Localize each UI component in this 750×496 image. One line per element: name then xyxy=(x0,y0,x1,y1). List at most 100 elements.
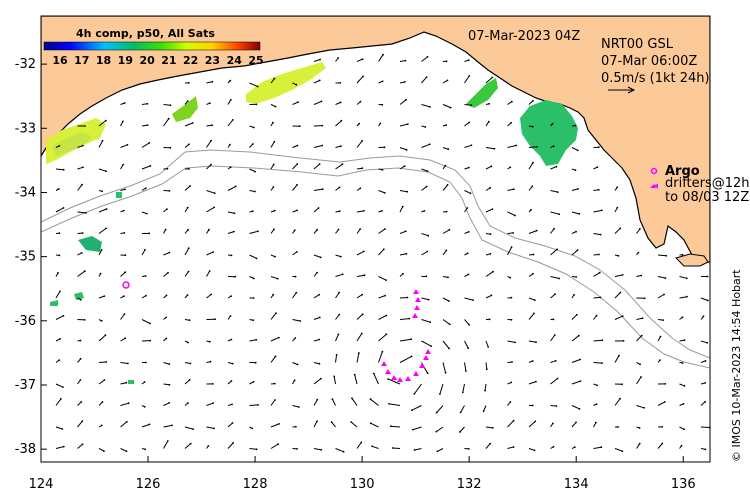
current-vector xyxy=(206,164,212,170)
current-vector xyxy=(464,122,470,127)
current-vector xyxy=(485,426,493,429)
current-vector xyxy=(313,294,320,299)
current-vector-head xyxy=(166,167,169,170)
current-vector-head xyxy=(255,338,258,341)
current-vector-head xyxy=(59,290,61,293)
current-vector-head xyxy=(533,449,536,452)
current-vector-head xyxy=(254,361,257,364)
current-vector-head xyxy=(444,164,447,167)
current-vector-head xyxy=(489,442,492,445)
current-vector xyxy=(163,104,171,106)
current-vector-head xyxy=(104,334,107,337)
current-vector xyxy=(55,398,62,406)
current-vector-head xyxy=(467,448,470,450)
current-vector-head xyxy=(296,209,298,212)
current-vector-head xyxy=(277,336,280,339)
current-vector xyxy=(206,124,213,127)
current-vector-head xyxy=(335,353,338,356)
current-vector-head xyxy=(165,316,168,319)
current-vector xyxy=(206,190,215,194)
current-vector-head xyxy=(702,315,705,318)
current-vector xyxy=(313,254,321,258)
current-vector-head xyxy=(427,298,430,301)
current-vector-head xyxy=(168,363,171,365)
current-vector-head xyxy=(404,230,407,233)
current-vector-head xyxy=(532,99,534,102)
current-vector xyxy=(378,315,387,320)
current-vector xyxy=(528,421,536,428)
current-vector-head xyxy=(320,449,323,451)
current-vector-head xyxy=(213,192,216,195)
argo-legend-icon xyxy=(650,167,658,175)
current-vector xyxy=(550,211,560,215)
current-vector-head xyxy=(145,294,147,297)
current-vector-head xyxy=(663,293,665,296)
current-vector xyxy=(98,334,106,342)
current-vector xyxy=(55,383,64,388)
current-vector-head xyxy=(445,60,448,63)
lat-tick-label: -35 xyxy=(15,250,36,265)
current-vector xyxy=(270,312,277,320)
current-vector-head xyxy=(293,229,296,232)
current-vector xyxy=(399,253,407,256)
current-vector xyxy=(442,319,450,325)
current-vector xyxy=(571,211,580,215)
current-vector-head xyxy=(331,398,334,400)
current-vector xyxy=(77,420,83,428)
current-vector-head xyxy=(459,411,462,414)
current-vector-head xyxy=(510,100,513,103)
current-vector xyxy=(459,426,465,433)
current-vector xyxy=(464,190,471,194)
current-vector-head xyxy=(340,119,343,122)
current-vector-head xyxy=(514,341,516,344)
current-vector xyxy=(507,340,516,343)
current-vector-head xyxy=(361,293,364,296)
current-vector-head xyxy=(530,208,532,211)
current-vector-head xyxy=(381,103,384,106)
current-vector-head xyxy=(127,402,130,405)
current-vector-head xyxy=(276,277,279,280)
current-vector xyxy=(120,402,129,406)
current-vector-head xyxy=(447,276,449,279)
current-vector xyxy=(550,360,556,363)
current-vector xyxy=(507,211,516,216)
drifter-position xyxy=(405,376,411,381)
current-vector-head xyxy=(253,277,255,280)
current-vector xyxy=(657,254,667,257)
current-vector-head xyxy=(146,124,149,126)
current-vector xyxy=(335,448,344,453)
current-vector-head xyxy=(402,272,404,275)
current-vector-head xyxy=(426,372,429,375)
current-vector-head xyxy=(126,143,129,146)
current-vector xyxy=(292,184,298,191)
current-vector xyxy=(571,188,579,191)
current-vector-head xyxy=(637,251,640,254)
current-vector-head xyxy=(423,210,426,212)
current-vector xyxy=(356,333,363,342)
current-vector-head xyxy=(188,143,190,146)
current-vector-head xyxy=(296,144,299,147)
current-vector xyxy=(528,297,535,301)
colorbar: 4h comp, p50, All Sats 16 17 18 19 20 21 22 23 2… xyxy=(43,27,264,67)
current-vector xyxy=(227,442,234,449)
current-vector-head xyxy=(188,319,191,322)
current-vector-head xyxy=(410,355,413,358)
current-vector-head xyxy=(439,393,441,395)
current-vector xyxy=(206,270,211,277)
current-vector xyxy=(485,271,494,277)
current-vector-head xyxy=(449,106,452,109)
current-vector-head xyxy=(105,361,108,363)
current-vector xyxy=(270,276,278,280)
current-vector xyxy=(390,425,401,428)
current-vector xyxy=(292,292,297,299)
current-vector-head xyxy=(149,339,152,342)
current-vector-head xyxy=(317,207,320,209)
current-vector-head xyxy=(681,253,684,256)
current-vector-head xyxy=(385,279,387,281)
colorbar-tick-label: 22 xyxy=(183,54,198,67)
current-vector xyxy=(550,248,558,256)
current-vector xyxy=(483,405,487,412)
current-vector-head xyxy=(491,427,494,429)
land-australia xyxy=(41,16,710,263)
current-vector-head xyxy=(208,340,211,343)
